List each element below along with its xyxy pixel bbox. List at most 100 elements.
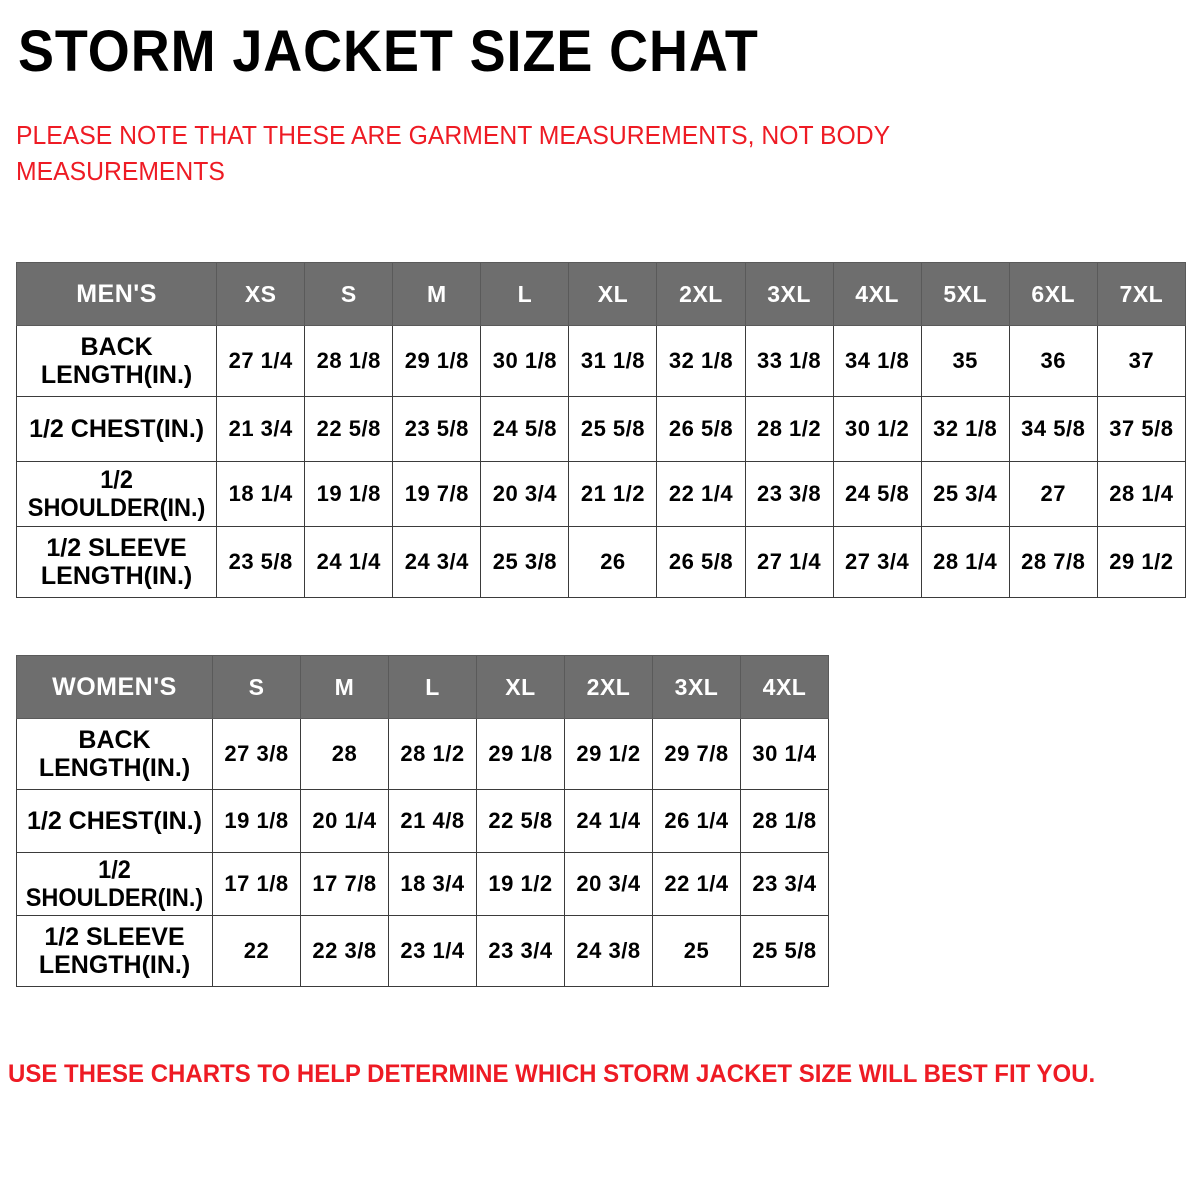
cell-value: 28 1/2	[388, 718, 477, 790]
cell-value: 29 1/8	[476, 718, 565, 790]
table-row: 1/2 CHEST(IN.) 21 3/4 22 5/8 23 5/8 24 5…	[15, 396, 1187, 462]
mens-row-label-back-length: BACK LENGTH(IN.)	[15, 325, 218, 397]
cell-value: 31 1/8	[568, 325, 658, 397]
cell-value: 27 1/4	[216, 325, 306, 397]
garment-measurement-note: PLEASE NOTE THAT THESE ARE GARMENT MEASU…	[16, 122, 890, 187]
label-line-1: 1/2 SHOULDER(IN.)	[27, 466, 206, 522]
womens-col-xl: XL	[476, 655, 565, 719]
page-title: STORM JACKET SIZE CHAT	[18, 19, 759, 84]
cell-value: 37 5/8	[1096, 396, 1187, 462]
cell-value: 20 3/4	[564, 852, 653, 916]
label-line-1: 1/2 SLEEVE	[44, 923, 185, 951]
cell-value: 24 5/8	[480, 396, 570, 462]
cell-value: 29 7/8	[652, 718, 741, 790]
cell-value: 25 5/8	[740, 915, 829, 987]
cell-value: 28 1/2	[744, 396, 834, 462]
mens-col-4xl: 4XL	[832, 262, 922, 326]
womens-table-label: WOMEN'S	[16, 655, 213, 719]
cell-value: 24 3/4	[392, 526, 482, 598]
cell-value: 29 1/2	[564, 718, 653, 790]
cell-value: 18 3/4	[388, 852, 477, 916]
cell-value: 22 5/8	[304, 396, 394, 462]
mens-row-label-chest: 1/2 CHEST(IN.)	[15, 396, 218, 462]
cell-value: 30 1/2	[832, 396, 922, 462]
cell-value: 23 1/4	[388, 915, 477, 987]
label-line-2: LENGTH(IN.)	[38, 754, 191, 782]
cell-value: 18 1/4	[216, 461, 306, 527]
womens-size-table: WOMEN'S S M L XL 2XL 3XL 4XL BACK LENGTH…	[16, 655, 829, 987]
cell-value: 27	[1008, 461, 1098, 527]
cell-value: 21 3/4	[216, 396, 306, 462]
cell-value: 33 1/8	[744, 325, 834, 397]
womens-row-label-sleeve-length: 1/2 SLEEVE LENGTH(IN.)	[16, 915, 213, 987]
footer-note: USE THESE CHARTS TO HELP DETERMINE WHICH…	[8, 1060, 1096, 1088]
label-line-1: 1/2 SHOULDER(IN.)	[25, 856, 204, 912]
womens-header-row: WOMEN'S S M L XL 2XL 3XL 4XL	[16, 655, 829, 719]
cell-value: 19 1/2	[476, 852, 565, 916]
cell-value: 21 1/2	[568, 461, 658, 527]
cell-value: 22	[212, 915, 301, 987]
womens-row-label-back-length: BACK LENGTH(IN.)	[16, 718, 213, 790]
mens-col-5xl: 5XL	[920, 262, 1010, 326]
cell-value: 22 5/8	[476, 789, 565, 853]
mens-row-label-sleeve-length: 1/2 SLEEVE LENGTH(IN.)	[15, 526, 218, 598]
label-line-2: LENGTH(IN.)	[38, 951, 191, 979]
cell-value: 28	[300, 718, 389, 790]
cell-value: 23 3/4	[476, 915, 565, 987]
table-row: 1/2 CHEST(IN.) 19 1/8 20 1/4 21 4/8 22 5…	[16, 789, 829, 853]
cell-value: 23 5/8	[216, 526, 306, 598]
womens-col-s: S	[212, 655, 301, 719]
cell-value: 32 1/8	[656, 325, 746, 397]
womens-row-label-shoulder: 1/2 SHOULDER(IN.)	[16, 852, 213, 916]
cell-value: 27 3/4	[832, 526, 922, 598]
cell-value: 28 1/4	[1096, 461, 1187, 527]
cell-value: 24 1/4	[564, 789, 653, 853]
cell-value: 27 3/8	[212, 718, 301, 790]
cell-value: 20 1/4	[300, 789, 389, 853]
mens-col-xl: XL	[568, 262, 658, 326]
cell-value: 30 1/8	[480, 325, 570, 397]
cell-value: 24 3/8	[564, 915, 653, 987]
table-row: 1/2 SLEEVE LENGTH(IN.) 22 22 3/8 23 1/4 …	[16, 915, 829, 987]
cell-value: 26 1/4	[652, 789, 741, 853]
cell-value: 22 1/4	[652, 852, 741, 916]
label-line-1: BACK	[80, 333, 153, 361]
label-line-1: 1/2 CHEST(IN.)	[26, 807, 203, 835]
womens-col-2xl: 2XL	[564, 655, 653, 719]
cell-value: 34 1/8	[832, 325, 922, 397]
cell-value: 37	[1096, 325, 1187, 397]
cell-value: 34 5/8	[1008, 396, 1098, 462]
cell-value: 29 1/8	[392, 325, 482, 397]
cell-value: 32 1/8	[920, 396, 1010, 462]
label-line-1: 1/2 CHEST(IN.)	[29, 415, 205, 443]
womens-col-3xl: 3XL	[652, 655, 741, 719]
cell-value: 28 7/8	[1008, 526, 1098, 598]
cell-value: 25 3/8	[480, 526, 570, 598]
cell-value: 24 5/8	[832, 461, 922, 527]
table-row: 1/2 SHOULDER(IN.) 17 1/8 17 7/8 18 3/4 1…	[16, 852, 829, 916]
table-row: BACK LENGTH(IN.) 27 1/4 28 1/8 29 1/8 30…	[15, 325, 1187, 397]
mens-table-label: MEN'S	[15, 262, 218, 326]
cell-value: 26 5/8	[656, 526, 746, 598]
mens-col-xs: XS	[216, 262, 306, 326]
cell-value: 23 3/8	[744, 461, 834, 527]
cell-value: 27 1/4	[744, 526, 834, 598]
cell-value: 25 5/8	[568, 396, 658, 462]
cell-value: 19 1/8	[212, 789, 301, 853]
cell-value: 24 1/4	[304, 526, 394, 598]
cell-value: 22 3/8	[300, 915, 389, 987]
womens-col-m: M	[300, 655, 389, 719]
cell-value: 30 1/4	[740, 718, 829, 790]
label-line-1: 1/2 SLEEVE	[46, 534, 187, 562]
womens-col-4xl: 4XL	[740, 655, 829, 719]
table-row: 1/2 SHOULDER(IN.) 18 1/4 19 1/8 19 7/8 2…	[15, 461, 1187, 527]
mens-col-6xl: 6XL	[1008, 262, 1098, 326]
mens-size-table: MEN'S XS S M L XL 2XL 3XL 4XL 5XL 6XL 7X…	[15, 262, 1187, 598]
label-line-2: LENGTH(IN.)	[40, 562, 193, 590]
table-row: BACK LENGTH(IN.) 27 3/8 28 28 1/2 29 1/8…	[16, 718, 829, 790]
cell-value: 17 1/8	[212, 852, 301, 916]
cell-value: 26 5/8	[656, 396, 746, 462]
cell-value: 19 1/8	[304, 461, 394, 527]
cell-value: 22 1/4	[656, 461, 746, 527]
cell-value: 28 1/8	[304, 325, 394, 397]
